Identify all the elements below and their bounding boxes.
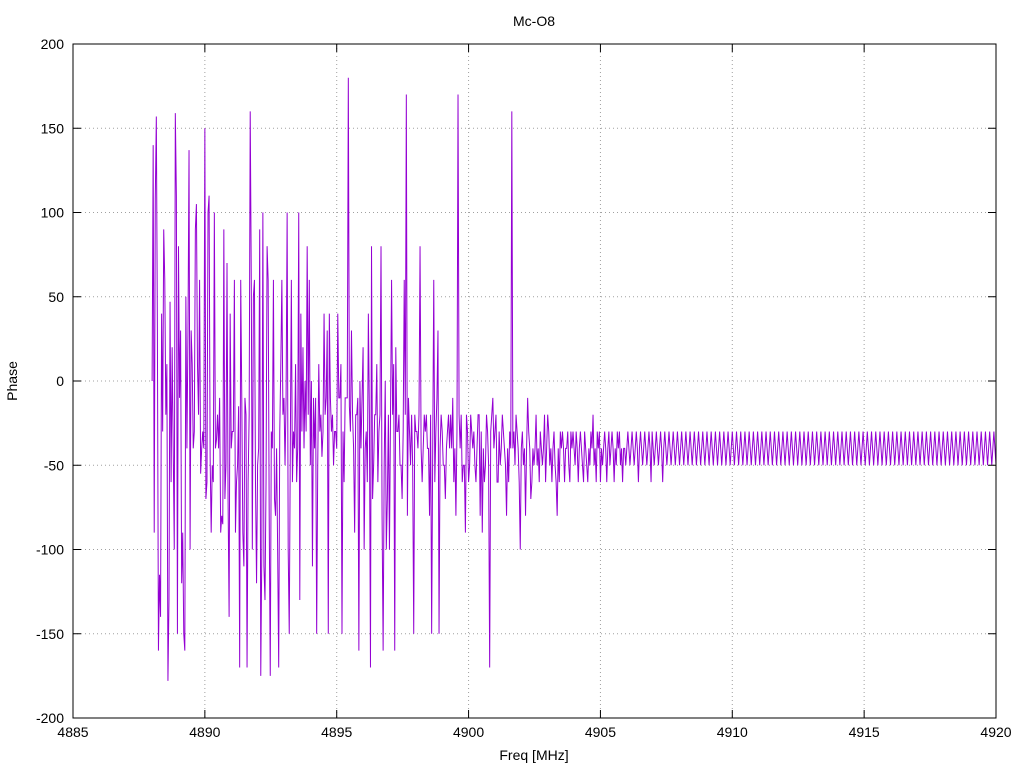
y-tick-label: 200 — [41, 36, 65, 52]
y-tick-label: 100 — [41, 205, 65, 221]
x-tick-label: 4895 — [321, 724, 352, 740]
y-tick-label: 150 — [41, 120, 65, 136]
x-tick-label: 4885 — [57, 724, 88, 740]
y-axis-label: Phase — [4, 361, 20, 401]
x-tick-labels: 4885 4890 4895 4900 4905 4910 4915 4920 — [57, 724, 1011, 740]
grid — [73, 44, 996, 718]
y-tick-label: -50 — [44, 457, 64, 473]
x-tick-label: 4915 — [849, 724, 880, 740]
y-tick-label: -150 — [36, 626, 64, 642]
y-tick-label: -200 — [36, 710, 64, 726]
x-tick-label: 4905 — [585, 724, 616, 740]
y-tick-label: 0 — [56, 373, 64, 389]
series-group — [151, 77, 997, 681]
x-axis-label: Freq [MHz] — [499, 747, 568, 763]
x-tick-label: 4920 — [980, 724, 1011, 740]
y-tick-label: 50 — [48, 289, 64, 305]
chart-title: Mc-O8 — [513, 13, 555, 29]
ticks — [72, 43, 997, 719]
y-tick-label: -100 — [36, 542, 64, 558]
x-tick-label: 4910 — [717, 724, 748, 740]
y-tick-labels: -200 -150 -100 -50 0 50 100 150 200 — [36, 36, 64, 726]
x-tick-label: 4900 — [453, 724, 484, 740]
x-tick-label: 4890 — [189, 724, 220, 740]
series-line-0 — [151, 77, 997, 681]
